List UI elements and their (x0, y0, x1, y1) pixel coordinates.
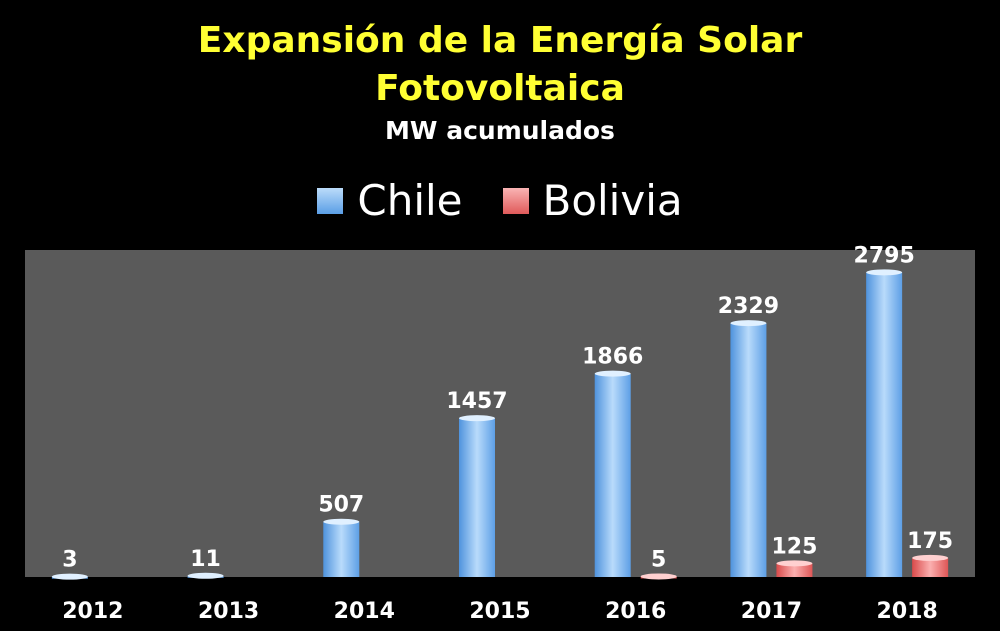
chart-title-line1: Expansión de la Energía Solar (197, 20, 803, 61)
data-label-chile-2013: 11 (190, 547, 221, 572)
legend: Chile Bolivia (0, 176, 1000, 225)
bar-chile-2015 (459, 418, 495, 577)
legend-item-chile: Chile (317, 176, 463, 225)
bar-chile-2017 (730, 323, 767, 577)
bar-top-bolivia-2017 (776, 560, 813, 567)
legend-item-bolivia: Bolivia (502, 176, 683, 225)
plot-background (25, 250, 975, 577)
data-label-bolivia-2017: 125 (771, 534, 817, 559)
legend-swatch-chile (317, 187, 344, 214)
data-label-bolivia-2016: 5 (651, 547, 666, 572)
bar-top-chile-2017 (730, 320, 767, 327)
x-tick-label-2014: 2014 (334, 599, 395, 624)
bar-bolivia-2018 (912, 557, 949, 577)
bar-top-chile-2016 (594, 370, 631, 377)
x-tick-label-2015: 2015 (469, 599, 530, 624)
bar-chile-2014 (323, 521, 360, 577)
x-tick-label-2012: 2012 (62, 599, 123, 624)
legend-swatch-bolivia (502, 187, 529, 214)
x-tick-label-2017: 2017 (741, 599, 802, 624)
bar-chile-2016 (594, 373, 631, 577)
chart-title-line2: Fotovoltaica (375, 68, 625, 109)
bar-top-chile-2012 (51, 573, 88, 580)
data-label-chile-2014: 507 (318, 493, 364, 518)
data-label-chile-2018: 2795 (854, 243, 915, 268)
bar-chile-2018 (866, 272, 903, 577)
data-label-bolivia-2018: 175 (907, 529, 953, 554)
legend-label-bolivia: Bolivia (542, 176, 683, 225)
chart-subtitle: MW acumulados (385, 116, 615, 145)
legend-label-chile: Chile (357, 176, 463, 225)
data-label-chile-2015: 1457 (446, 389, 507, 414)
data-label-chile-2012: 3 (62, 548, 77, 573)
bar-top-bolivia-2018 (912, 554, 949, 561)
x-tick-label-2016: 2016 (605, 599, 666, 624)
data-label-chile-2016: 1866 (582, 345, 643, 370)
bar-top-bolivia-2016 (640, 573, 677, 580)
x-tick-label-2013: 2013 (198, 599, 259, 624)
data-label-chile-2017: 2329 (718, 294, 779, 319)
bar-bolivia-2017 (776, 563, 813, 577)
x-tick-label-2018: 2018 (877, 599, 938, 624)
bar-top-chile-2014 (323, 518, 360, 525)
bar-top-chile-2013 (187, 572, 224, 579)
bar-top-chile-2018 (866, 269, 903, 276)
bar-top-chile-2015 (459, 415, 495, 422)
